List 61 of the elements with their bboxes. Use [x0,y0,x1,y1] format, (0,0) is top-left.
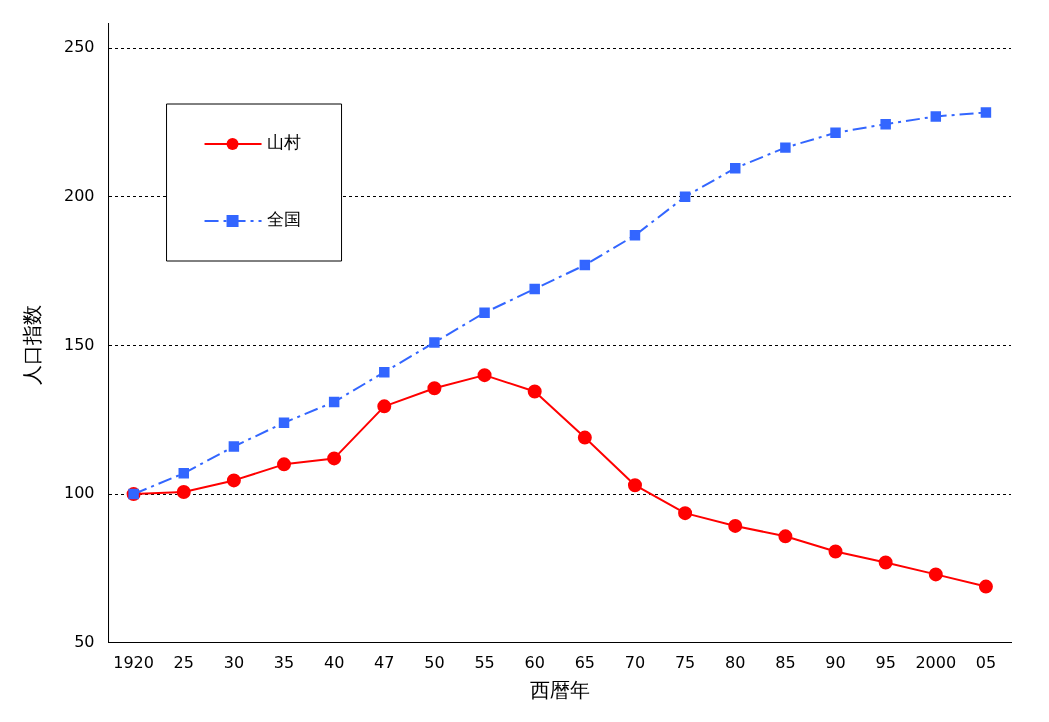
y-tick-label: 150 [63,334,95,354]
point [978,579,993,594]
point [176,485,191,500]
point [930,111,942,122]
x-tick-label: 40 [323,652,345,672]
point [577,430,592,445]
point [479,307,490,318]
x-tick-label: 95 [875,652,896,672]
x-tick-label: 65 [574,652,596,672]
point [928,567,943,582]
point [728,518,743,533]
legend-label: 山村 [266,132,301,153]
x-tick-label: 35 [273,652,295,672]
point [178,468,189,479]
point [277,457,292,472]
x-tick-label: 2000 [915,652,957,672]
x-tick-label: 60 [524,652,545,672]
point [328,396,340,408]
point [226,473,241,488]
legend-label: 全国 [266,209,301,230]
x-tick-label: 85 [775,652,796,672]
x-tick-label: 30 [223,652,245,672]
x-tick-label: 90 [825,652,846,672]
point [730,162,741,174]
point [627,478,642,493]
y-tick-label: 50 [74,631,95,651]
x-tick-label: 25 [173,652,194,672]
point [527,384,542,399]
point [780,142,791,153]
point [429,337,440,348]
x-tick-label: 70 [624,652,646,672]
point [529,283,540,295]
point [278,417,290,428]
point [379,366,390,378]
point [980,107,992,118]
point [377,399,392,414]
point [828,544,843,559]
x-tick-label: 55 [474,652,495,672]
point [327,451,342,466]
point [579,259,591,271]
y-tick-label: 200 [63,185,95,205]
point [880,118,891,130]
x-tick-label: 05 [975,652,997,672]
point [629,230,641,241]
x-tick-label: 47 [374,652,395,672]
point [228,441,240,452]
x-axis-title: 西暦年 [529,678,590,703]
point [678,506,693,521]
x-tick-label: 80 [725,652,746,672]
x-tick-label: 1920 [113,652,154,672]
point [427,381,442,396]
x-tick-label: 50 [424,652,445,672]
x-tick-label: 75 [674,652,696,672]
y-tick-label: 250 [63,37,95,57]
y-axis-title: 人口指数 [20,305,45,386]
y-tick-label: 100 [63,483,95,503]
point [477,368,492,383]
point [878,555,893,570]
point [830,127,841,138]
point [679,191,691,202]
point [778,529,793,544]
